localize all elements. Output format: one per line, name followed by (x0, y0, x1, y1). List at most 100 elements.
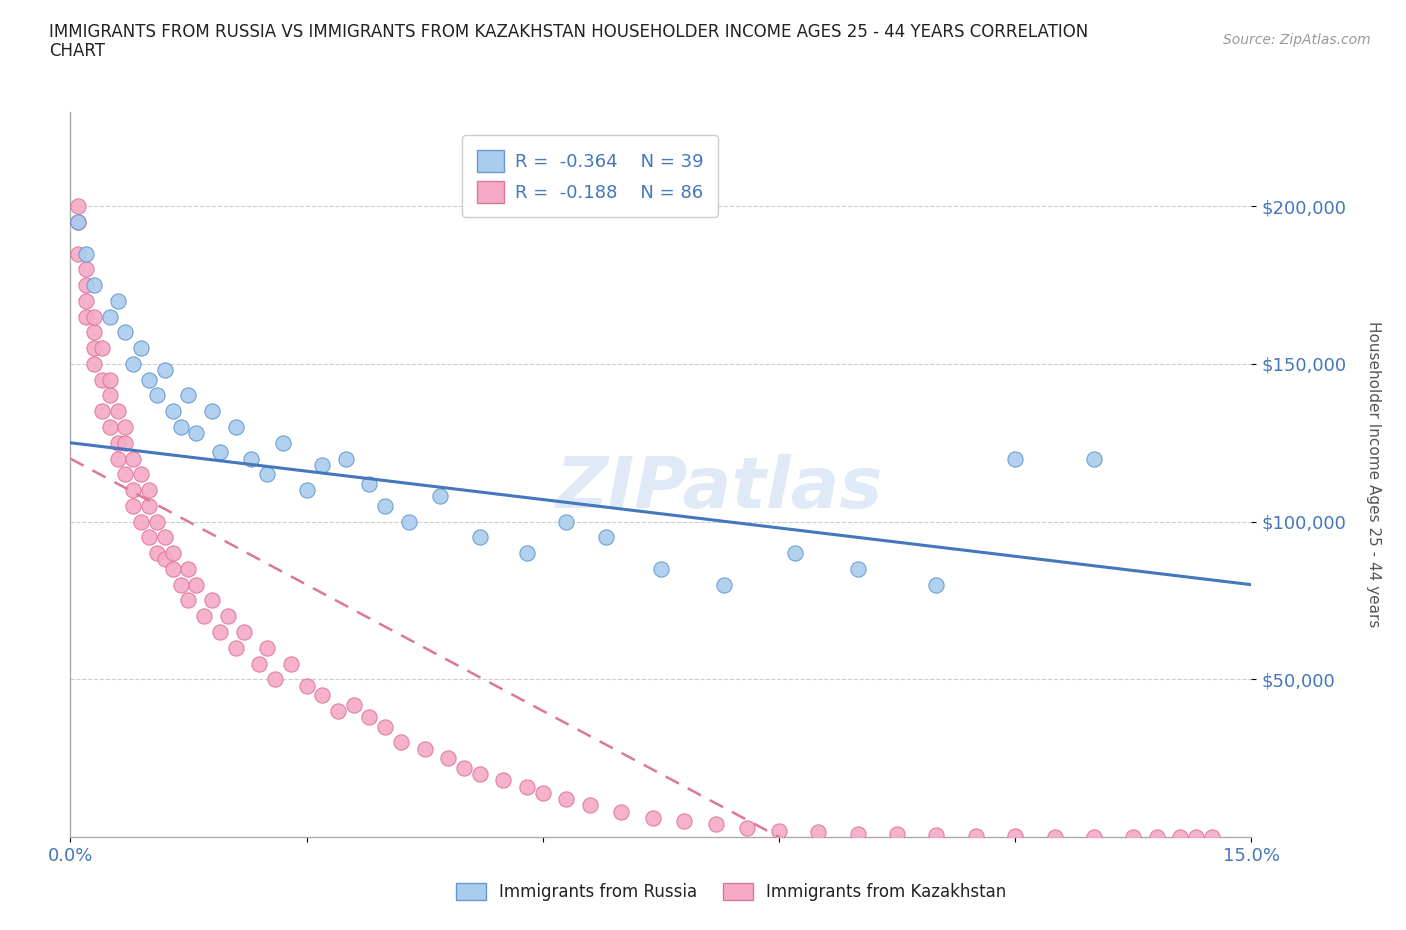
Point (641, 811, 664, 826)
Point (114, 325, 136, 339)
Point (225, 641, 247, 656)
Point (579, 798, 602, 813)
Point (295, 678, 318, 693)
Point (122, 356, 145, 371)
Point (240, 451, 263, 466)
Text: Source: ZipAtlas.com: Source: ZipAtlas.com (1223, 33, 1371, 46)
Point (67, 215, 90, 230)
Point (1004, 829, 1026, 844)
Point (713, 578, 735, 592)
Point (1004, 451, 1026, 466)
Point (807, 825, 830, 840)
Point (153, 530, 176, 545)
Point (162, 546, 184, 561)
Point (201, 404, 224, 418)
Point (90, 340, 112, 355)
Point (177, 388, 200, 403)
Point (247, 656, 270, 671)
Point (146, 514, 169, 529)
Point (846, 562, 869, 577)
Point (122, 451, 145, 466)
Point (453, 760, 475, 775)
Point (311, 687, 333, 702)
Point (75, 278, 97, 293)
Point (1083, 830, 1105, 844)
Point (114, 419, 136, 434)
Point (531, 786, 554, 801)
Point (90, 372, 112, 387)
Point (359, 710, 381, 724)
Point (1146, 830, 1168, 844)
Point (83, 309, 105, 324)
Point (138, 483, 160, 498)
Point (107, 435, 129, 450)
Point (107, 404, 129, 418)
Point (98, 419, 121, 434)
Point (492, 773, 515, 788)
Point (162, 562, 184, 577)
Point (98, 372, 121, 387)
Point (186, 426, 208, 441)
Point (1170, 830, 1192, 844)
Point (129, 514, 152, 529)
Text: IMMIGRANTS FROM RUSSIA VS IMMIGRANTS FROM KAZAKHSTAN HOUSEHOLDER INCOME AGES 25 : IMMIGRANTS FROM RUSSIA VS IMMIGRANTS FRO… (49, 23, 1088, 41)
Point (343, 698, 366, 712)
Point (1201, 830, 1223, 844)
Point (555, 514, 578, 529)
Point (783, 546, 806, 561)
Point (162, 404, 184, 418)
Point (965, 829, 987, 844)
Point (67, 215, 90, 230)
Point (146, 546, 169, 561)
Point (177, 593, 200, 608)
Text: ZIPatlas: ZIPatlas (557, 455, 883, 524)
Point (129, 467, 152, 482)
Point (122, 498, 145, 513)
Text: CHART: CHART (49, 42, 105, 60)
Point (413, 741, 436, 756)
Point (650, 562, 672, 577)
Point (138, 530, 160, 545)
Point (925, 578, 948, 592)
Point (75, 309, 97, 324)
Point (516, 546, 538, 561)
Point (1122, 830, 1144, 844)
Point (374, 719, 396, 734)
Point (326, 703, 349, 718)
Point (437, 751, 460, 765)
Point (595, 530, 617, 545)
Point (83, 340, 105, 355)
Point (90, 404, 112, 418)
Point (138, 372, 160, 387)
Legend: Immigrants from Russia, Immigrants from Kazakhstan: Immigrants from Russia, Immigrants from … (450, 876, 1012, 908)
Point (389, 735, 412, 750)
Y-axis label: Householder Income Ages 25 - 44 years: Householder Income Ages 25 - 44 years (1365, 321, 1381, 628)
Point (138, 498, 160, 513)
Point (201, 593, 224, 608)
Point (374, 498, 396, 513)
Point (1185, 830, 1208, 844)
Point (1043, 830, 1066, 844)
Point (75, 246, 97, 261)
Legend: R =  -0.364    N = 39, R =  -0.188    N = 86: R = -0.364 N = 39, R = -0.188 N = 86 (463, 135, 717, 217)
Point (169, 419, 191, 434)
Point (335, 451, 357, 466)
Point (256, 641, 278, 656)
Point (67, 199, 90, 214)
Point (673, 814, 696, 829)
Point (75, 262, 97, 277)
Point (114, 467, 136, 482)
Point (98, 388, 121, 403)
Point (256, 467, 278, 482)
Point (83, 325, 105, 339)
Point (232, 625, 254, 640)
Point (193, 609, 215, 624)
Point (146, 388, 169, 403)
Point (280, 656, 302, 671)
Point (271, 435, 294, 450)
Point (75, 293, 97, 308)
Point (468, 766, 491, 781)
Point (186, 578, 208, 592)
Point (295, 483, 318, 498)
Point (107, 293, 129, 308)
